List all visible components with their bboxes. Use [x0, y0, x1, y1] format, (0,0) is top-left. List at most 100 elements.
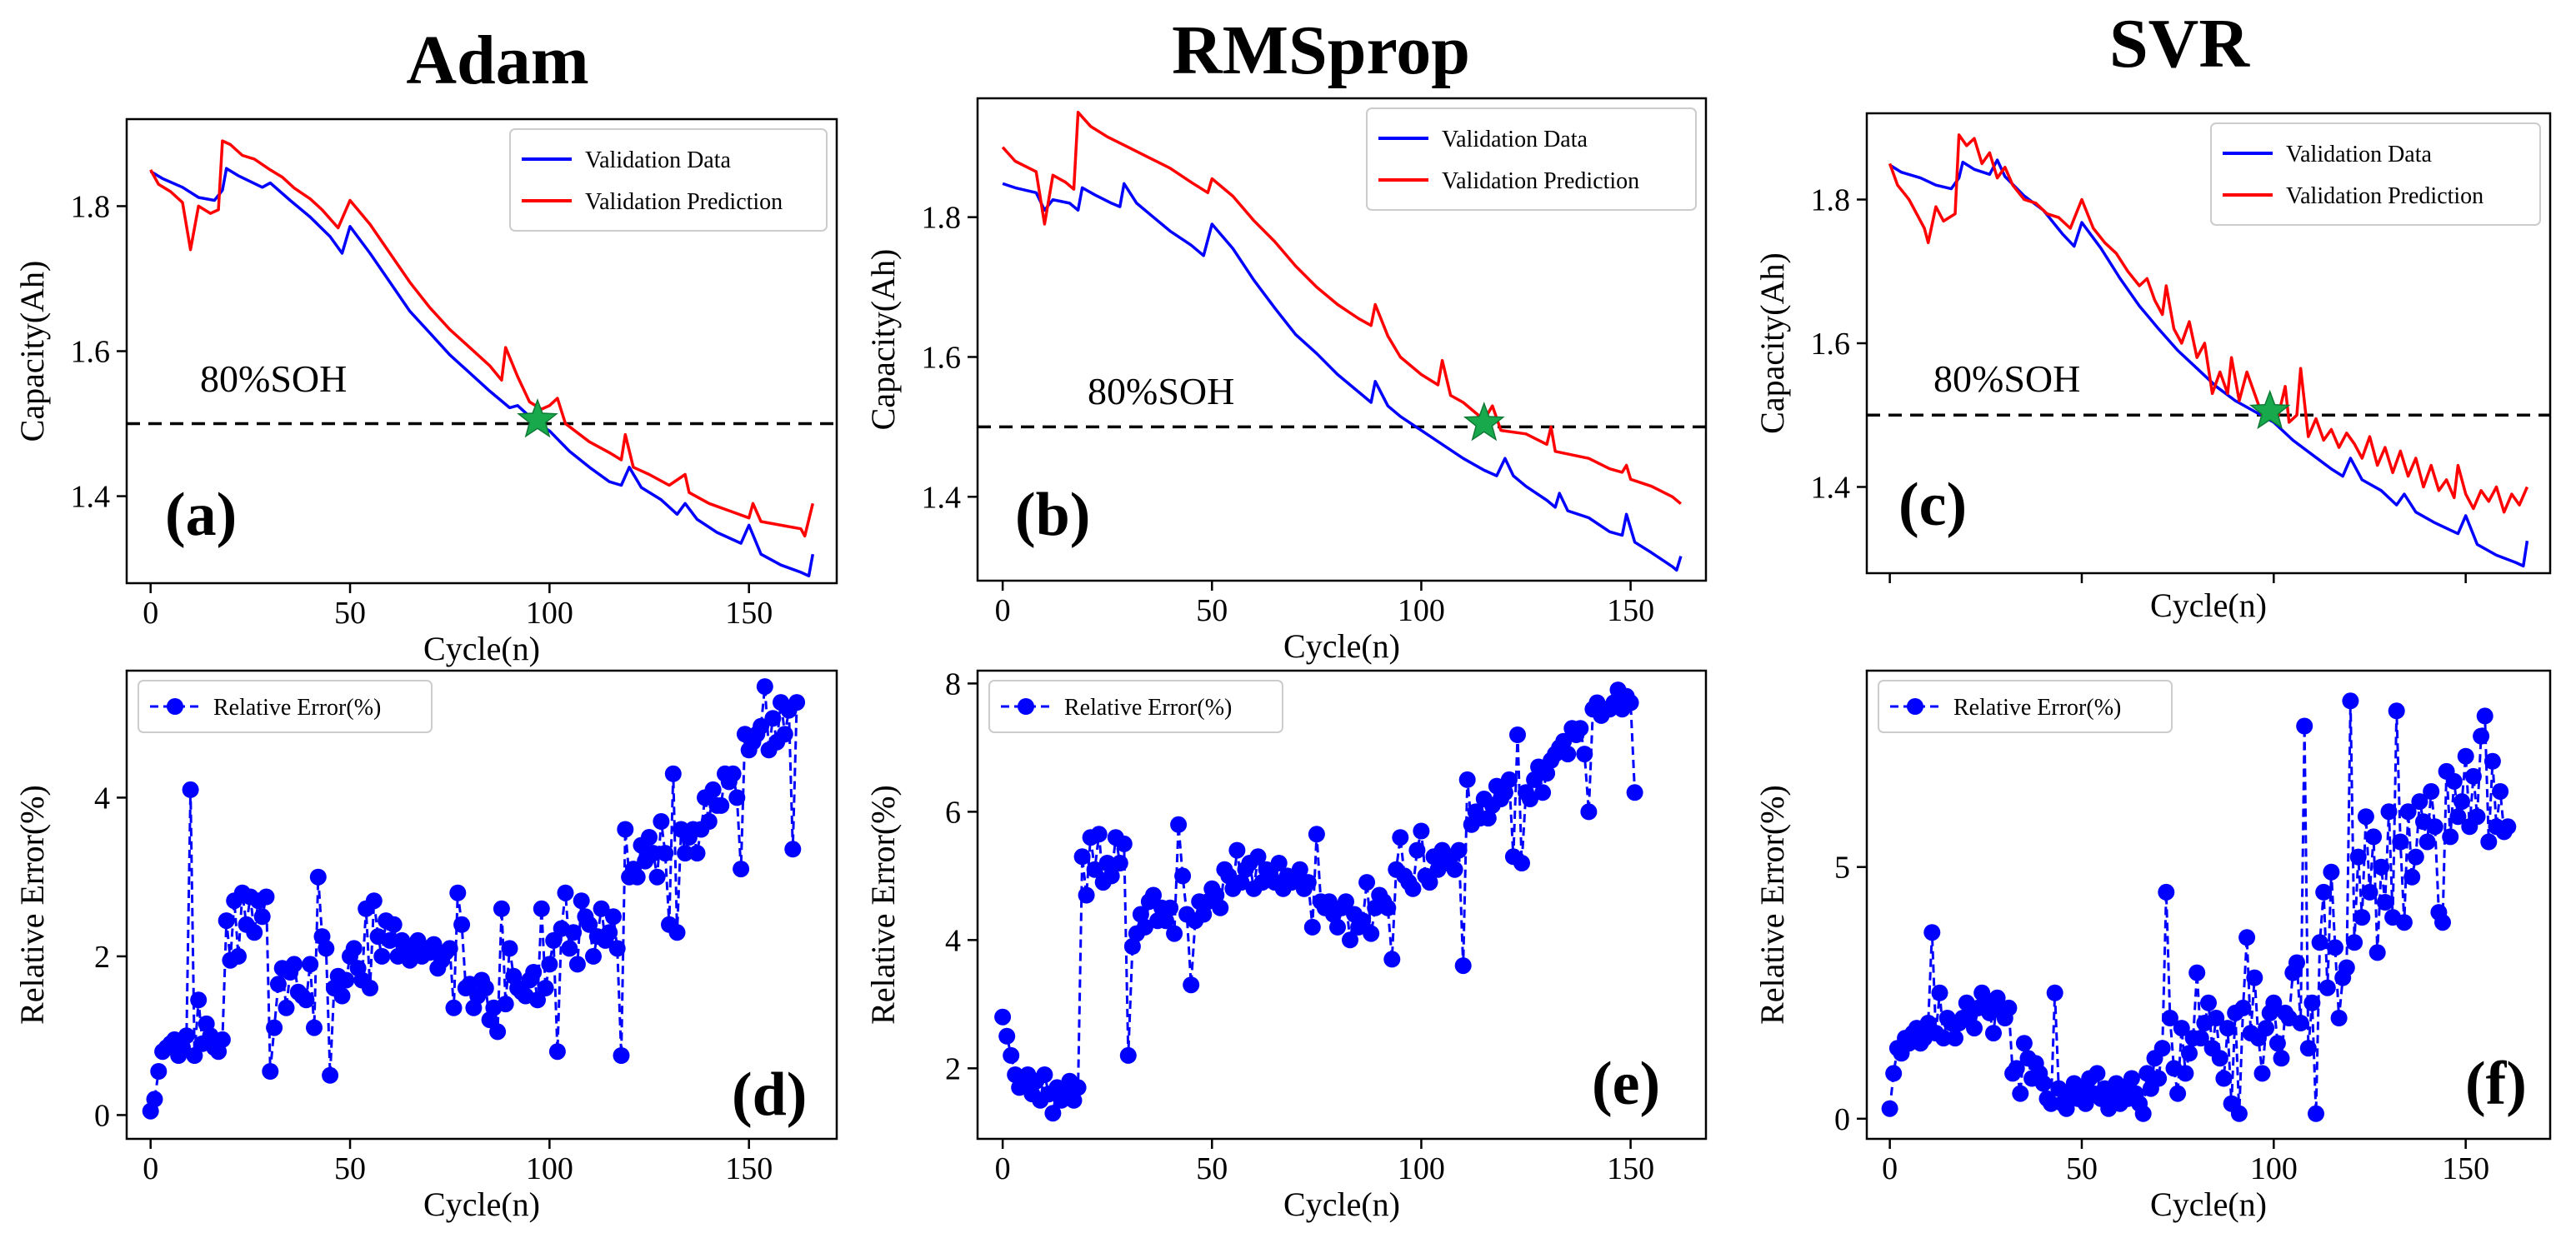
- relative-error-point: [2380, 803, 2398, 821]
- relative-error-point: [1383, 951, 1401, 968]
- x-tick-label: 150: [725, 596, 773, 631]
- legend-entry: Validation Prediction: [585, 189, 783, 215]
- y-axis-label: Capacity(Ah): [864, 249, 902, 431]
- relative-error-point: [453, 916, 471, 933]
- relative-error-point: [2480, 833, 2498, 851]
- legend-box: [509, 128, 828, 232]
- relative-error-point: [756, 678, 773, 696]
- relative-error-point: [2434, 914, 2451, 931]
- relative-error-point: [628, 868, 646, 886]
- relative-error-point: [641, 829, 658, 846]
- relative-error-point: [2150, 1070, 2168, 1087]
- legend-box: [988, 680, 1283, 733]
- relative-error-point: [2483, 752, 2501, 770]
- relative-error-point: [605, 908, 622, 926]
- relative-error-point: [1923, 924, 1941, 941]
- relative-error-point: [1073, 848, 1091, 866]
- y-tick-label: 4: [94, 781, 110, 816]
- relative-error-point: [1158, 912, 1174, 930]
- relative-error-point: [644, 845, 662, 862]
- relative-error-point: [753, 717, 770, 735]
- relative-error-point: [1249, 848, 1267, 866]
- relative-error-point: [533, 900, 550, 917]
- x-tick-label: 0: [995, 1151, 1011, 1186]
- relative-error-point: [2215, 1070, 2233, 1087]
- relative-error-point: [2311, 934, 2328, 951]
- plot-frame: [125, 669, 838, 1141]
- relative-error-point: [2464, 767, 2482, 785]
- relative-error-point: [593, 900, 610, 917]
- relative-error-point: [2365, 828, 2383, 846]
- chart-panel-b: 0 50 100 150 1.4 1.6 1.8 Cycle(n) Capacity(Ah) 80…: [864, 97, 1708, 665]
- relative-error-point: [1580, 803, 1598, 821]
- soh-threshold-label: 80%SOH: [200, 357, 347, 400]
- panel-label: (d): [732, 1061, 807, 1129]
- relative-error-point: [565, 924, 583, 941]
- x-tick-label: 0: [1882, 1151, 1898, 1186]
- relative-error-point: [2230, 1105, 2248, 1122]
- relative-error-point: [489, 1023, 507, 1041]
- relative-error-point: [2046, 984, 2063, 1001]
- chart-panel-e: 0 50 100 150 2 4 6 8 Cycle(n) Relative Error(%) Re…: [864, 666, 1708, 1223]
- relative-error-point: [1228, 841, 1246, 859]
- column-title-rmsprop: RMSprop: [1172, 12, 1470, 89]
- relative-error-point: [1572, 720, 1589, 737]
- y-axis-label: Capacity(Ah): [13, 261, 51, 442]
- relative-error-point: [362, 980, 378, 996]
- chart-panel-d: 0 50 100 150 0 2 4 Cycle(n) Relative Error(%) Rel…: [13, 669, 838, 1223]
- relative-error-point: [230, 947, 247, 965]
- panel-label: (a): [165, 481, 237, 549]
- soh-crossing-star: [2248, 389, 2291, 430]
- relative-error-point: [302, 956, 319, 973]
- legend-entry: Validation Data: [585, 147, 732, 173]
- x-tick-label: 50: [334, 596, 366, 631]
- relative-error-point: [1145, 886, 1162, 904]
- legend-box: [1366, 107, 1697, 211]
- relative-error-point: [1119, 1046, 1137, 1064]
- relative-error-point: [322, 1066, 339, 1084]
- soh-threshold-label: 80%SOH: [1933, 357, 2080, 400]
- relative-error-point: [700, 813, 718, 830]
- relative-error-point: [2246, 969, 2263, 986]
- relative-error-point: [2134, 1105, 2152, 1122]
- relative-error-point: [381, 931, 398, 949]
- relative-error-point: [568, 956, 586, 973]
- relative-error-point: [704, 781, 722, 798]
- relative-error-point: [1329, 918, 1346, 936]
- relative-error-point: [2123, 1070, 2140, 1087]
- relative-error-point: [1500, 771, 1518, 788]
- y-axis-label: Relative Error(%): [864, 785, 902, 1025]
- chart-panel-a: 0 50 100 150 1.4 1.6 1.8 Cycle(n) Capacity(Ah) 80…: [13, 117, 838, 667]
- relative-error-point: [2292, 1015, 2309, 1031]
- relative-error-point: [2161, 1010, 2178, 1026]
- x-tick-label: 150: [1607, 1151, 1654, 1186]
- panel-label: (f): [2465, 1050, 2527, 1118]
- relative-error-point: [585, 947, 602, 965]
- relative-error-point: [1496, 784, 1513, 801]
- relative-error-point: [1576, 746, 1593, 763]
- relative-error-point: [2253, 1065, 2271, 1082]
- relative-error-point: [548, 1043, 566, 1061]
- relative-error-point: [1338, 893, 1354, 911]
- relative-error-point: [1166, 925, 1183, 942]
- relative-error-point: [677, 845, 694, 862]
- relative-error-point: [648, 868, 666, 886]
- relative-error-point: [541, 956, 558, 973]
- legend-swatch-marker: [1018, 698, 1034, 715]
- relative-error-point: [557, 884, 574, 901]
- y-tick-label: 6: [945, 795, 961, 830]
- y-tick-label: 1.4: [1811, 471, 1851, 506]
- relative-error-point: [1174, 867, 1192, 885]
- legend-swatch-marker: [1907, 698, 1923, 715]
- relative-error-point: [2043, 1095, 2060, 1112]
- x-axis-label: Cycle(n): [1283, 1186, 1400, 1223]
- relative-error-point: [178, 1027, 195, 1045]
- x-tick-label: 100: [526, 596, 573, 631]
- relative-error-point: [2395, 914, 2413, 931]
- relative-error-point: [573, 892, 590, 910]
- relative-error-point: [2169, 1085, 2187, 1102]
- relative-error-point: [2158, 883, 2175, 901]
- relative-error-point: [788, 694, 806, 711]
- relative-error-point: [1036, 1066, 1053, 1083]
